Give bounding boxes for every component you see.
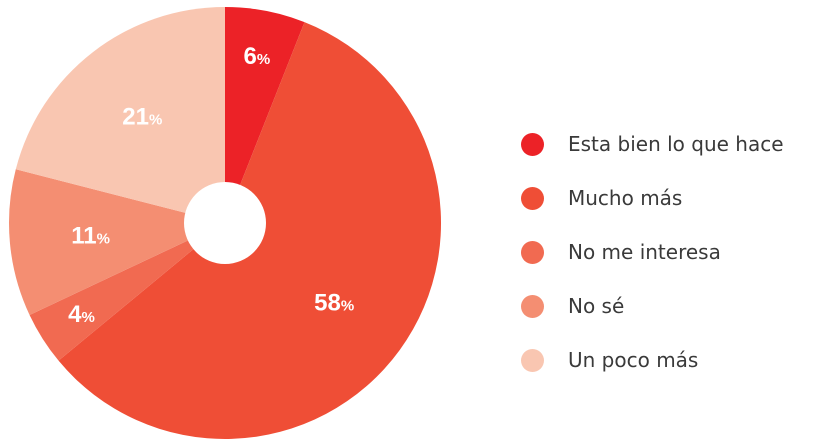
slice-label-esta-bien-lo-que-hace: 6% xyxy=(244,43,271,70)
legend-label: Mucho más xyxy=(568,186,683,210)
legend-swatch xyxy=(521,132,544,156)
legend-label: No me interesa xyxy=(568,240,721,264)
legend-item-no-se: No sé xyxy=(521,279,817,333)
legend-item-mucho-mas: Mucho más xyxy=(521,171,817,225)
slice-label-mucho-mas: 58% xyxy=(314,289,354,316)
donut-hole xyxy=(184,182,266,264)
legend-label: No sé xyxy=(568,294,625,318)
pie-slice-no-se xyxy=(9,169,225,315)
slice-label-no-me-interesa: 4% xyxy=(68,301,95,328)
legend-label: Esta bien lo que hace xyxy=(568,132,784,156)
legend-swatch xyxy=(521,294,544,318)
legend-swatch xyxy=(521,186,544,210)
legend-swatch xyxy=(521,240,544,264)
legend-item-esta-bien-lo-que-hace: Esta bien lo que hace xyxy=(521,117,817,171)
pie-slice-esta-bien-lo-que-hace xyxy=(225,7,305,223)
pie-slice-no-me-interesa xyxy=(29,223,226,361)
legend-item-un-poco-mas: Un poco más xyxy=(521,333,817,387)
legend-swatch xyxy=(521,348,544,372)
legend-item-no-me-interesa: No me interesa xyxy=(521,225,817,279)
legend-label: Un poco más xyxy=(568,348,699,372)
slice-label-no-se: 11% xyxy=(71,223,110,250)
slice-label-un-poco-mas: 21% xyxy=(122,103,162,130)
legend: Esta bien lo que hace Mucho más No me inte… xyxy=(521,117,817,387)
pie-slice-un-poco-mas xyxy=(15,7,226,223)
